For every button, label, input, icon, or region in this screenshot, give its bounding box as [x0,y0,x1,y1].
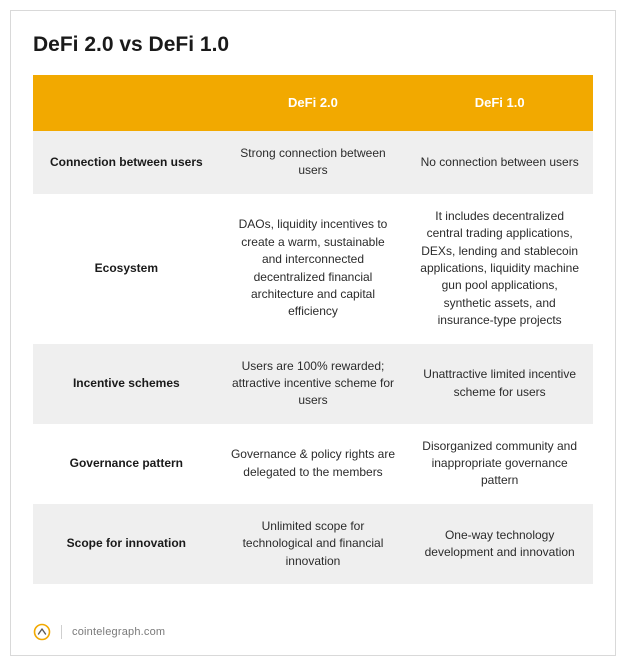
comparison-card: DeFi 2.0 vs DeFi 1.0 DeFi 2.0 DeFi 1.0 C… [10,10,616,656]
row-defi1: Unattractive limited incentive scheme fo… [406,344,593,424]
row-defi2: DAOs, liquidity incentives to create a w… [220,194,407,344]
footer: cointelegraph.com [33,613,593,641]
table-row: Ecosystem DAOs, liquidity incentives to … [33,194,593,344]
table-row: Governance pattern Governance & policy r… [33,424,593,504]
spacer [33,584,593,613]
row-defi2: Users are 100% rewarded; attractive ince… [220,344,407,424]
table-row: Incentive schemes Users are 100% rewarde… [33,344,593,424]
footer-source: cointelegraph.com [72,626,165,638]
table-header-row: DeFi 2.0 DeFi 1.0 [33,75,593,131]
row-label: Incentive schemes [33,344,220,424]
row-defi2: Strong connection between users [220,131,407,194]
row-label: Ecosystem [33,194,220,344]
row-defi1: One-way technology development and innov… [406,504,593,584]
row-label: Connection between users [33,131,220,194]
header-defi2: DeFi 2.0 [220,75,407,131]
row-defi1: No connection between users [406,131,593,194]
table-row: Scope for innovation Unlimited scope for… [33,504,593,584]
row-defi2: Governance & policy rights are delegated… [220,424,407,504]
cointelegraph-logo-icon [33,623,51,641]
row-label: Scope for innovation [33,504,220,584]
row-defi1: Disorganized community and inappropriate… [406,424,593,504]
row-label: Governance pattern [33,424,220,504]
comparison-table: DeFi 2.0 DeFi 1.0 Connection between use… [33,75,593,584]
header-defi1: DeFi 1.0 [406,75,593,131]
table-row: Connection between users Strong connecti… [33,131,593,194]
header-empty [33,75,220,131]
row-defi1: It includes decentralized central tradin… [406,194,593,344]
page-title: DeFi 2.0 vs DeFi 1.0 [33,33,593,57]
row-defi2: Unlimited scope for technological and fi… [220,504,407,584]
footer-divider [61,625,62,639]
